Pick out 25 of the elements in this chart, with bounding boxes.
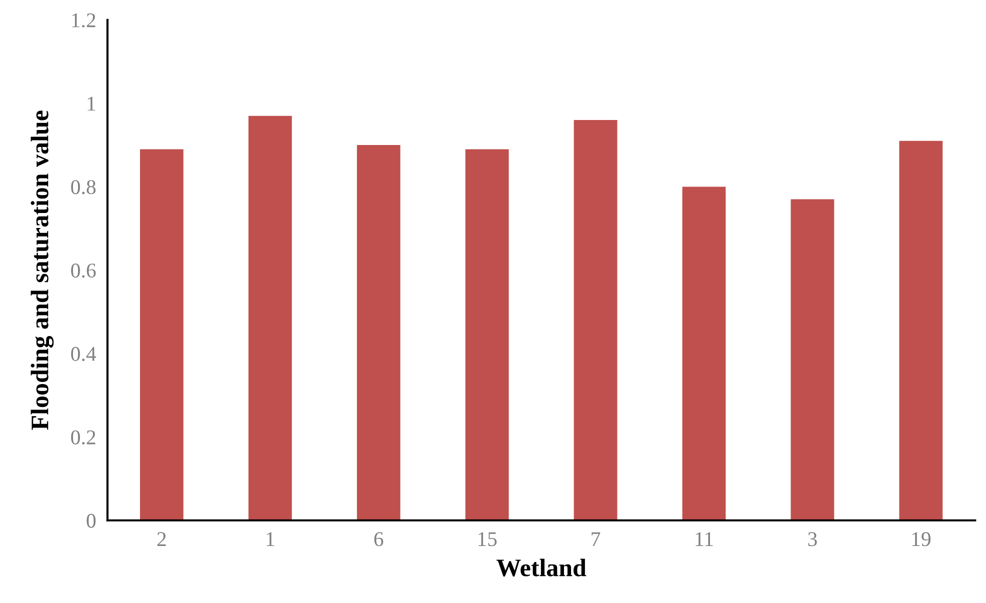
x-tick-label: 11 <box>696 532 713 546</box>
x-tick-label: 1 <box>266 532 274 546</box>
bar <box>899 140 943 520</box>
x-tick-label: 19 <box>912 532 930 546</box>
y-tick-label: 0 <box>86 514 96 528</box>
bar <box>140 149 184 520</box>
bar <box>574 120 618 520</box>
x-tick-label: 2 <box>157 532 166 546</box>
x-tick-label: 3 <box>808 532 817 546</box>
bar <box>790 199 834 520</box>
y-tick-label: 0.8 <box>71 180 96 194</box>
x-axis-title: Wetland <box>496 558 586 576</box>
y-tick-label: 0.4 <box>71 346 96 362</box>
y-axis-title: Flooding and saturation value <box>30 110 54 430</box>
y-tick-label: 0.2 <box>71 430 96 444</box>
x-tick-label: 6 <box>374 532 384 546</box>
x-tick-label: 7 <box>592 532 600 546</box>
x-tick-label: 15 <box>478 532 497 546</box>
bar <box>465 149 509 520</box>
bar <box>248 116 292 520</box>
y-tick-label: 1 <box>88 96 96 111</box>
bar <box>356 145 400 520</box>
y-tick-label: 0.6 <box>71 264 96 278</box>
bar <box>682 186 726 520</box>
y-tick-label: 1.2 <box>72 13 96 28</box>
